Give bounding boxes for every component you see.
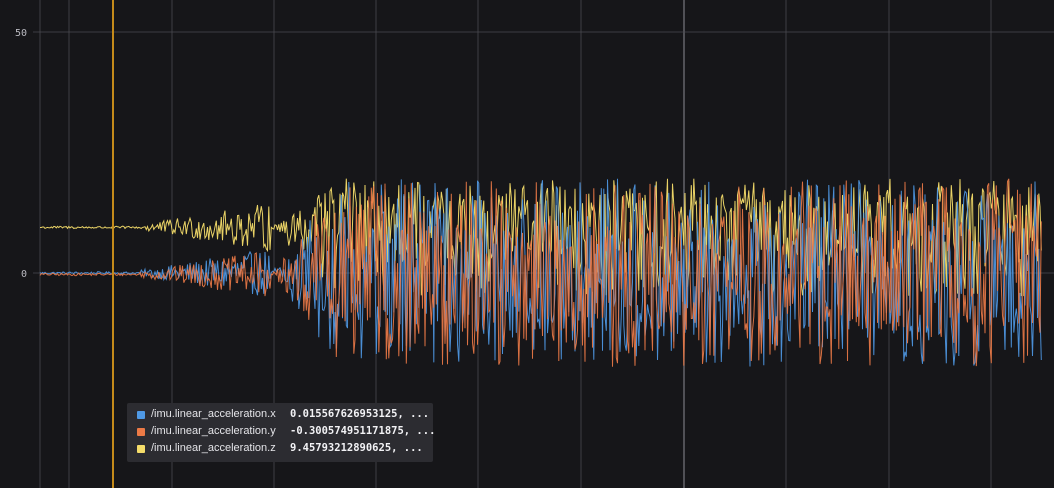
legend-row-z[interactable]: /imu.linear_acceleration.z 9.45793212890… (127, 441, 433, 458)
legend-swatch-z (137, 445, 145, 453)
series-line-y (39, 178, 1042, 367)
legend-series-name-x: /imu.linear_acceleration.x (151, 408, 276, 420)
legend-row-y[interactable]: /imu.linear_acceleration.y -0.3005749511… (127, 424, 436, 441)
series-layer (39, 178, 1042, 367)
legend-series-name-z: /imu.linear_acceleration.z (151, 442, 276, 454)
y-axis-ticks: 50 0 (15, 28, 27, 280)
legend: /imu.linear_acceleration.x 0.01556762695… (127, 403, 436, 462)
y-tick-label-50: 50 (15, 28, 27, 39)
legend-swatch-x (137, 411, 145, 419)
legend-swatch-y (137, 428, 145, 436)
legend-series-value-x: 0.015567626953125, ... (290, 408, 430, 420)
legend-series-name-y: /imu.linear_acceleration.y (151, 425, 276, 437)
legend-series-value-y: -0.300574951171875, ... (290, 425, 436, 437)
legend-series-value-z: 9.45793212890625, ... (290, 442, 423, 454)
legend-row-x[interactable]: /imu.linear_acceleration.x 0.01556762695… (127, 407, 433, 424)
y-tick-label-0: 0 (21, 269, 27, 280)
